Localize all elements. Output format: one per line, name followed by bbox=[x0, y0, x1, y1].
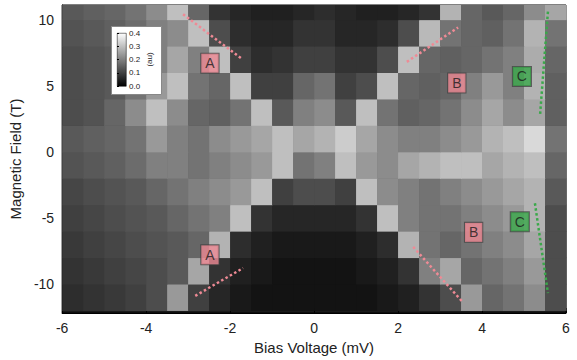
svg-text:-4: -4 bbox=[140, 320, 153, 336]
svg-text:-6: -6 bbox=[56, 320, 69, 336]
svg-text:Magnetic Field (T): Magnetic Field (T) bbox=[7, 99, 24, 220]
svg-text:0.3: 0.3 bbox=[129, 42, 141, 51]
svg-text:-5: -5 bbox=[42, 210, 55, 226]
svg-text:-2: -2 bbox=[224, 320, 237, 336]
svg-text:0: 0 bbox=[310, 320, 318, 336]
svg-text:10: 10 bbox=[39, 12, 55, 28]
svg-text:4: 4 bbox=[478, 320, 486, 336]
svg-text:0.0: 0.0 bbox=[129, 82, 141, 91]
svg-text:B: B bbox=[452, 75, 461, 91]
svg-text:C: C bbox=[517, 68, 527, 84]
svg-text:Bias Voltage (mV): Bias Voltage (mV) bbox=[254, 339, 374, 356]
svg-text:C: C bbox=[515, 214, 525, 230]
svg-text:(au): (au) bbox=[145, 52, 154, 67]
svg-text:B: B bbox=[469, 224, 478, 240]
svg-text:A: A bbox=[205, 55, 215, 71]
svg-text:0.2: 0.2 bbox=[129, 55, 141, 64]
svg-text:6: 6 bbox=[562, 320, 570, 336]
svg-text:0: 0 bbox=[46, 144, 54, 160]
svg-text:0.4: 0.4 bbox=[129, 29, 141, 38]
svg-text:5: 5 bbox=[46, 78, 54, 94]
svg-text:0.1: 0.1 bbox=[129, 68, 141, 77]
svg-text:A: A bbox=[205, 247, 215, 263]
svg-text:-10: -10 bbox=[34, 276, 54, 292]
svg-text:2: 2 bbox=[394, 320, 402, 336]
